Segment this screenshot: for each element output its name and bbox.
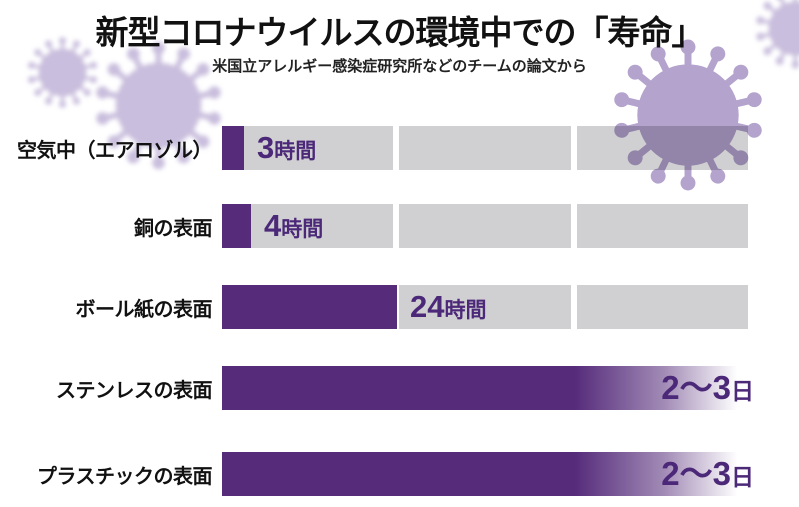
- bar-track: 2〜3 日: [222, 366, 754, 410]
- row-label: ステンレスの表面: [56, 379, 213, 402]
- header: 新型コロナウイルスの環境中での「寿命」 米国立アレルギー感染症研究所などのチーム…: [0, 12, 799, 76]
- value-unit: 日: [731, 464, 754, 490]
- track-segment-day3: [576, 285, 748, 329]
- track-segment-day1: [222, 126, 394, 170]
- track-segment-day2: [399, 126, 571, 170]
- virus-icon: [612, 39, 764, 191]
- value-bar: [222, 285, 397, 329]
- chart-row-plastic: プラスチックの表面 2〜3 日: [0, 452, 799, 496]
- bar-track: 4 時間: [222, 204, 748, 248]
- value-number: 2〜3: [661, 455, 731, 492]
- chart-row-stainless: ステンレスの表面 2〜3 日: [0, 366, 799, 410]
- value-label: 3 時間: [257, 126, 316, 170]
- value-bar: [222, 452, 748, 496]
- value-number: 4: [264, 208, 282, 243]
- value-number: 3: [257, 130, 275, 165]
- bar-track: 24 時間: [222, 285, 748, 329]
- chart-row-cardboard: ボール紙の表面 24 時間: [0, 285, 799, 329]
- page-subtitle: 米国立アレルギー感染症研究所などのチームの論文から: [212, 58, 587, 76]
- value-bar: [222, 126, 244, 170]
- row-label: 空気中（エアロゾル）: [17, 139, 213, 162]
- value-unit: 時間: [274, 140, 317, 163]
- row-label: 銅の表面: [134, 217, 213, 240]
- chart-row-copper: 銅の表面 4 時間: [0, 204, 799, 248]
- value-unit: 時間: [444, 299, 487, 322]
- value-unit: 日: [731, 378, 754, 404]
- track-segments: [222, 204, 748, 248]
- value-number: 2〜3: [661, 369, 731, 406]
- value-bar: [222, 366, 748, 410]
- row-label: プラスチックの表面: [36, 465, 213, 488]
- track-segment-day2: [399, 204, 571, 248]
- value-label: 2〜3 日: [661, 366, 754, 410]
- value-number: 24: [410, 289, 445, 324]
- page-title: 新型コロナウイルスの環境中での「寿命」: [95, 14, 705, 51]
- value-unit: 時間: [281, 218, 324, 241]
- track-segment-day3: [576, 204, 748, 248]
- value-label: 24 時間: [410, 285, 486, 329]
- bar-track: 2〜3 日: [222, 452, 754, 496]
- track-segment-day2: [399, 285, 571, 329]
- value-label: 4 時間: [264, 204, 323, 248]
- value-label: 2〜3 日: [661, 452, 754, 496]
- value-bar: [222, 204, 251, 248]
- row-label: ボール紙の表面: [75, 298, 213, 321]
